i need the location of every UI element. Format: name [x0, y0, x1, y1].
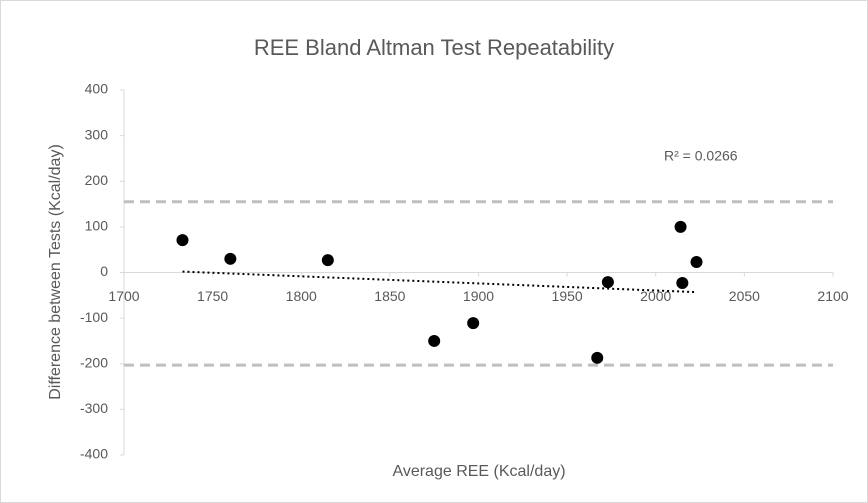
point: [467, 317, 480, 330]
y-tick-label: -200: [80, 354, 108, 370]
y-tick-label: 400: [85, 81, 109, 97]
y-tick-label: -100: [80, 309, 108, 325]
x-axis-title: Average REE (Kcal/day): [392, 463, 565, 480]
point: [676, 276, 689, 289]
point: [428, 334, 441, 347]
x-tick-label: 1850: [374, 288, 405, 304]
point: [591, 351, 604, 364]
point: [674, 220, 687, 233]
x-tick-label: 2100: [817, 288, 848, 304]
y-tick-label: 0: [100, 263, 108, 279]
x-tick-label: 1900: [463, 288, 494, 304]
point: [690, 256, 703, 269]
trendline: [182, 270, 697, 294]
x-tick-label: 2050: [729, 288, 760, 304]
y-tick-label: -400: [80, 446, 108, 462]
point: [321, 254, 334, 267]
y-tick-label: 100: [85, 218, 109, 234]
point: [176, 234, 189, 247]
x-tick-label: 1800: [286, 288, 317, 304]
point: [601, 276, 614, 289]
y-tick-label: 200: [85, 172, 109, 188]
point: [224, 252, 237, 265]
trendline-label: R² = 0.0266: [664, 148, 738, 164]
x-tick-label: 1700: [108, 288, 139, 304]
y-tick-label: 300: [85, 126, 109, 142]
y-tick-label: -300: [80, 400, 108, 416]
x-tick-label: 1750: [197, 288, 228, 304]
y-axis-title: Difference between Tests (Kcal/day): [47, 144, 64, 400]
chart-title: REE Bland Altman Test Repeatability: [254, 35, 614, 60]
x-tick-label: 1950: [552, 288, 583, 304]
x-tick-label: 2000: [640, 288, 671, 304]
